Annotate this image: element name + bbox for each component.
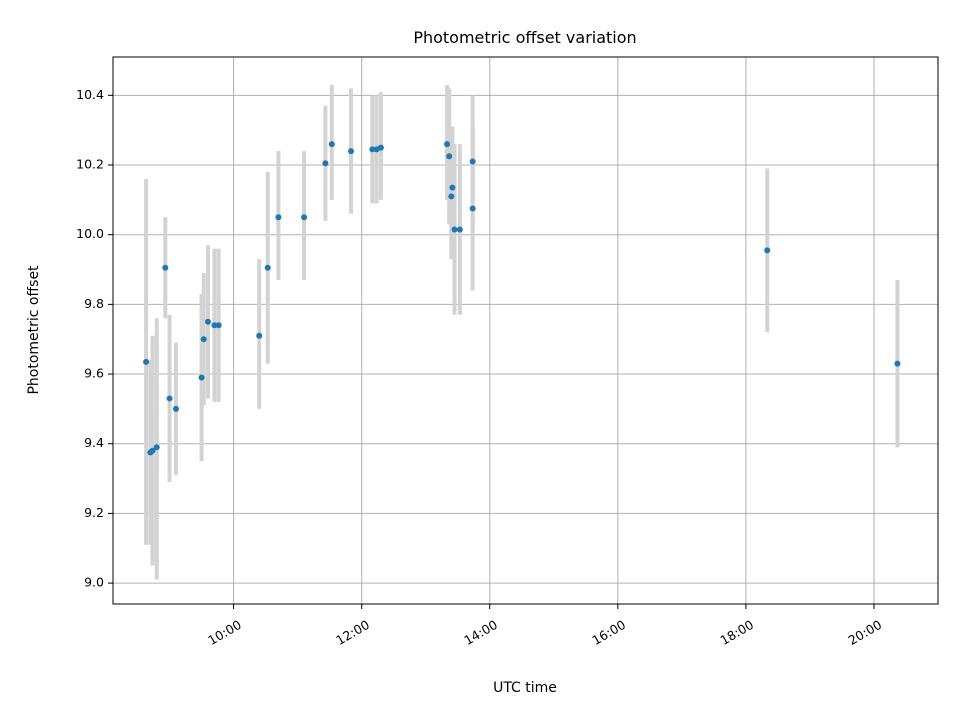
data-point (456, 226, 463, 233)
y-tick-label: 10.0 (76, 226, 104, 241)
y-axis-label: Photometric offset (26, 265, 42, 395)
data-point (369, 146, 376, 153)
data-point (301, 214, 308, 221)
y-tick-label: 9.2 (84, 505, 104, 520)
y-axis-ticks: 9.0 9.2 9.4 9.6 9.8 10.0 10.2 10.4 (76, 87, 113, 590)
data-point (149, 447, 156, 454)
data-point (211, 322, 218, 329)
data-point (894, 360, 901, 367)
data-point (451, 226, 458, 233)
y-tick-label: 9.4 (84, 435, 104, 450)
data-point (328, 141, 335, 148)
data-point (200, 336, 207, 343)
data-point (256, 332, 263, 339)
data-point (444, 141, 451, 148)
data-point (172, 405, 179, 412)
grid (113, 57, 938, 604)
data-points (143, 141, 901, 456)
data-point (275, 214, 282, 221)
data-point (198, 374, 205, 381)
data-point (204, 318, 211, 325)
data-point (377, 144, 384, 151)
data-point (322, 160, 329, 167)
data-point (449, 184, 456, 191)
data-point (446, 153, 453, 160)
data-point (264, 264, 271, 271)
data-point (166, 395, 173, 402)
y-tick-label: 9.0 (84, 575, 104, 590)
data-point (143, 358, 150, 365)
data-point (469, 158, 476, 165)
data-point (764, 247, 771, 254)
chart-title: Photometric offset variation (413, 28, 636, 47)
data-point (469, 205, 476, 212)
x-axis-label: UTC time (493, 680, 557, 696)
data-point (153, 444, 160, 451)
y-tick-label: 9.8 (84, 296, 104, 311)
y-tick-label: 10.2 (76, 157, 104, 172)
plot-frame (112, 56, 939, 605)
data-point (162, 264, 169, 271)
data-point (348, 148, 355, 155)
data-point (448, 193, 455, 200)
y-tick-label: 9.6 (84, 366, 104, 381)
y-tick-label: 10.4 (76, 87, 104, 102)
data-point (215, 322, 222, 329)
